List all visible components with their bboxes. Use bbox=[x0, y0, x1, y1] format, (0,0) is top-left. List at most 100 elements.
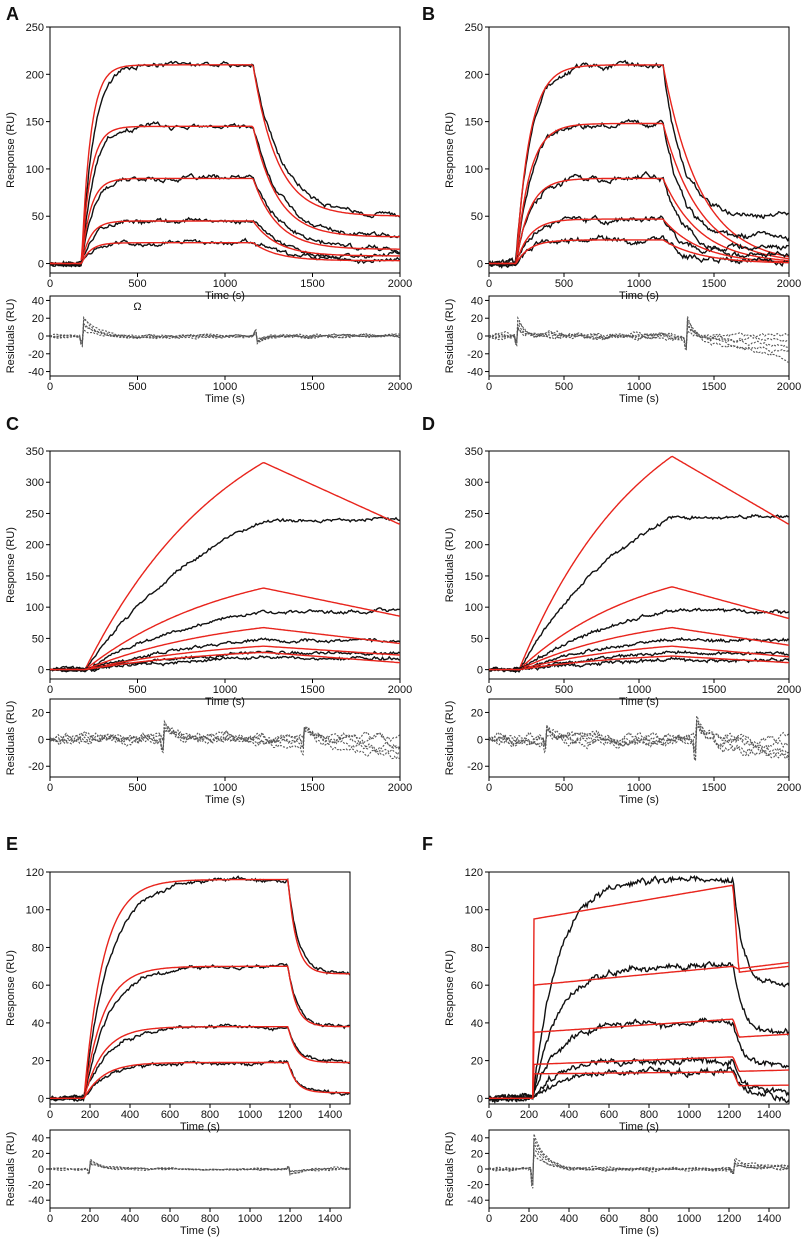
x-axis-label: Time (s) bbox=[205, 393, 245, 405]
x-tick-label: 2000 bbox=[388, 278, 412, 290]
y-tick-label: 20 bbox=[471, 313, 483, 325]
panel-letter: A bbox=[6, 4, 19, 24]
y-tick-label: 20 bbox=[471, 1148, 483, 1160]
x-tick-label: 2000 bbox=[388, 782, 412, 794]
x-tick-label: 500 bbox=[555, 684, 573, 696]
x-tick-label: 0 bbox=[47, 381, 53, 393]
y-tick-label: 40 bbox=[32, 1018, 44, 1030]
fit-curve-2 bbox=[50, 965, 350, 1100]
panel-b-residuals-plot: 0 500 1000 1500 2000 -40 -20 0 20 40 Time (s) Resid… bbox=[444, 295, 801, 405]
x-axis-label: Time (s) bbox=[180, 1121, 220, 1133]
fit-curve-3 bbox=[50, 1025, 350, 1100]
x-tick-label: 800 bbox=[640, 1109, 658, 1121]
data-trace-1 bbox=[489, 59, 789, 267]
y-tick-label: 250 bbox=[465, 508, 483, 520]
stray-annotation: Ω bbox=[133, 301, 141, 313]
y-tick-label: 20 bbox=[471, 707, 483, 719]
fit-curve-5 bbox=[489, 1071, 789, 1100]
fit-curve-3 bbox=[489, 1018, 789, 1100]
x-tick-label: 200 bbox=[81, 1213, 99, 1225]
y-tick-label: 200 bbox=[26, 69, 44, 81]
y-tick-label: 0 bbox=[38, 331, 44, 343]
x-tick-label: 1500 bbox=[702, 684, 726, 696]
data-trace-2 bbox=[50, 962, 350, 1102]
fit-curve-5 bbox=[489, 655, 789, 671]
y-tick-label: 0 bbox=[38, 1164, 44, 1176]
x-tick-label: 0 bbox=[486, 684, 492, 696]
y-tick-label: -40 bbox=[28, 1195, 44, 1207]
panel-d-main-plot: 0 500 1000 1500 2000 0 50 100 150 200 250 300 350 Tim… bbox=[444, 446, 801, 708]
plot-area bbox=[50, 60, 400, 268]
y-tick-label: 100 bbox=[26, 164, 44, 176]
y-axis-label: Residuals (RU) bbox=[444, 299, 456, 374]
panel-e-main-plot: 0 200 400 600 800 1000 1200 1400 0 20 40 60 80 100 120… bbox=[5, 867, 351, 1133]
y-tick-label: 150 bbox=[465, 117, 483, 129]
y-tick-label: 50 bbox=[32, 633, 44, 645]
x-tick-label: 0 bbox=[47, 782, 53, 794]
y-axis-label: Residuals (RU) bbox=[5, 701, 17, 776]
residual-trace-3 bbox=[489, 720, 789, 755]
data-trace-5 bbox=[489, 1065, 789, 1104]
y-tick-label: 50 bbox=[32, 211, 44, 223]
y-tick-label: -20 bbox=[28, 349, 44, 361]
x-tick-label: 1000 bbox=[627, 782, 651, 794]
y-tick-label: 40 bbox=[471, 1018, 483, 1030]
residual-trace-4 bbox=[489, 1138, 789, 1187]
y-tick-label: 50 bbox=[471, 633, 483, 645]
y-tick-label: 0 bbox=[38, 1093, 44, 1105]
data-trace-1 bbox=[50, 516, 400, 672]
residual-trace-2 bbox=[50, 722, 400, 750]
x-axis-label: Time (s) bbox=[619, 696, 659, 708]
y-tick-label: 150 bbox=[26, 571, 44, 583]
y-tick-label: 0 bbox=[477, 331, 483, 343]
x-tick-label: 2000 bbox=[777, 684, 801, 696]
y-tick-label: 0 bbox=[477, 259, 483, 271]
data-trace-1 bbox=[489, 875, 789, 1104]
y-axis-label: Residuals (RU) bbox=[5, 299, 17, 374]
y-tick-label: 300 bbox=[465, 477, 483, 489]
x-axis-label: Time (s) bbox=[619, 794, 659, 806]
y-axis-label: Response (RU) bbox=[5, 112, 17, 188]
x-tick-label: 1000 bbox=[627, 381, 651, 393]
data-trace-1 bbox=[50, 875, 350, 1102]
plot-frame bbox=[49, 871, 351, 1105]
fit-curve-1 bbox=[489, 64, 789, 265]
x-tick-label: 600 bbox=[161, 1213, 179, 1225]
plot-area bbox=[50, 461, 400, 673]
y-tick-label: 250 bbox=[465, 22, 483, 34]
y-tick-label: 350 bbox=[465, 446, 483, 458]
y-tick-label: 0 bbox=[38, 259, 44, 271]
fit-curve-5 bbox=[50, 241, 400, 265]
data-trace-1 bbox=[50, 60, 400, 267]
x-tick-label: 0 bbox=[47, 1213, 53, 1225]
plot-area bbox=[50, 315, 400, 348]
x-tick-label: 1500 bbox=[300, 684, 324, 696]
x-tick-label: 800 bbox=[640, 1213, 658, 1225]
y-tick-label: 350 bbox=[26, 446, 44, 458]
data-trace-3 bbox=[489, 1017, 789, 1102]
fit-curve-3 bbox=[50, 626, 400, 671]
y-tick-label: 0 bbox=[38, 734, 44, 746]
x-tick-label: 1500 bbox=[702, 278, 726, 290]
fit-curve-2 bbox=[50, 125, 400, 265]
y-tick-label: 40 bbox=[32, 295, 44, 307]
fit-curve-3 bbox=[489, 177, 789, 265]
data-trace-1 bbox=[489, 513, 789, 674]
x-axis-label: Time (s) bbox=[205, 696, 245, 708]
data-trace-2 bbox=[50, 607, 400, 672]
panel-letter: C bbox=[6, 414, 19, 434]
fit-curve-2 bbox=[489, 586, 789, 671]
x-tick-label: 1500 bbox=[702, 782, 726, 794]
x-tick-label: 0 bbox=[486, 381, 492, 393]
y-tick-label: 80 bbox=[471, 942, 483, 954]
data-trace-3 bbox=[50, 173, 400, 268]
fit-curve-2 bbox=[50, 587, 400, 671]
x-tick-label: 600 bbox=[600, 1213, 618, 1225]
data-trace-2 bbox=[489, 607, 789, 673]
plot-area bbox=[489, 455, 789, 674]
x-tick-label: 1200 bbox=[717, 1109, 741, 1121]
fit-curve-4 bbox=[489, 645, 789, 671]
x-tick-label: 500 bbox=[128, 381, 146, 393]
x-axis-label: Time (s) bbox=[180, 1225, 220, 1237]
